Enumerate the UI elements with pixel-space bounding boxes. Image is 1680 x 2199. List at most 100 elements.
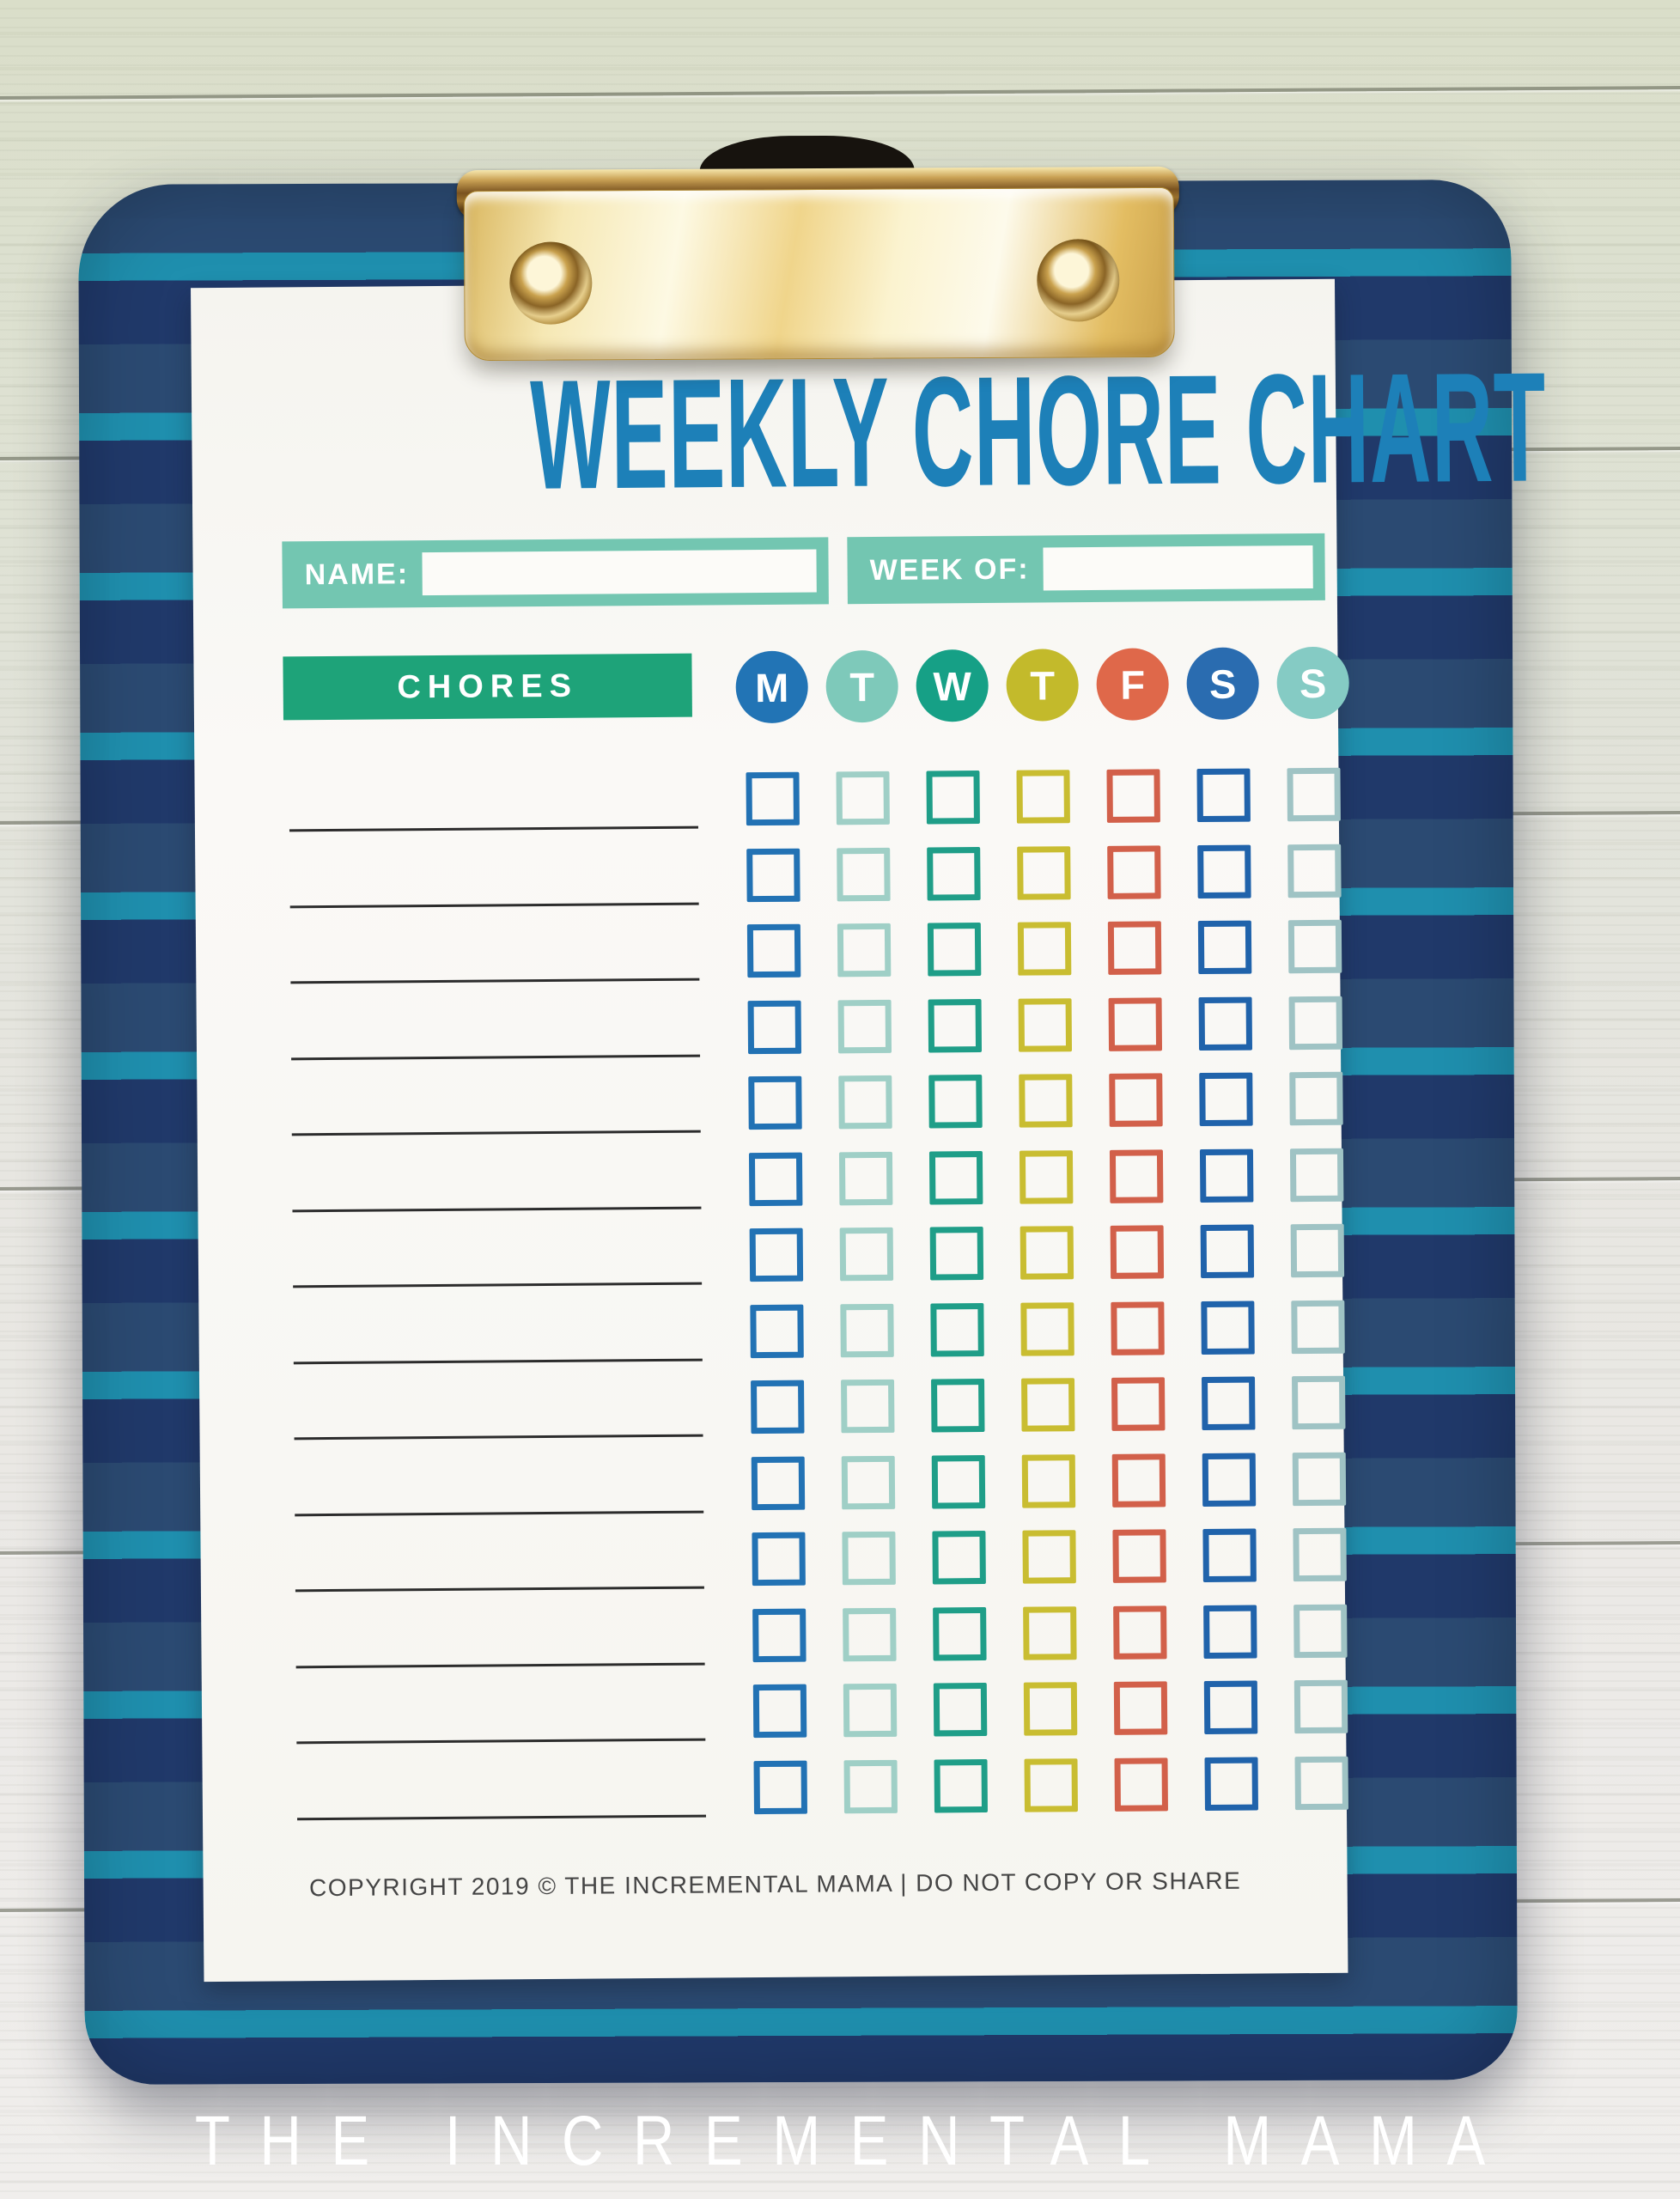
checkbox-r2-c6[interactable] <box>1197 844 1251 898</box>
checkbox-r9-c1[interactable] <box>751 1380 805 1435</box>
checkbox-r7-c7[interactable] <box>1290 1223 1345 1278</box>
checkbox-r8-c6[interactable] <box>1201 1301 1255 1355</box>
checkbox-r3-c7[interactable] <box>1287 919 1342 974</box>
checkbox-r11-c4[interactable] <box>1022 1530 1076 1584</box>
checkbox-r5-c2[interactable] <box>838 1075 892 1130</box>
checkbox-r13-c6[interactable] <box>1203 1680 1258 1735</box>
checkbox-r5-c7[interactable] <box>1289 1071 1343 1126</box>
checkbox-r4-c1[interactable] <box>747 1000 802 1054</box>
checkbox-r13-c3[interactable] <box>933 1683 988 1737</box>
checkbox-r9-c6[interactable] <box>1202 1376 1256 1431</box>
checkbox-r7-c4[interactable] <box>1020 1226 1074 1280</box>
checkbox-r3-c6[interactable] <box>1197 920 1252 975</box>
chore-line-4[interactable] <box>291 1054 701 1060</box>
checkbox-r12-c5[interactable] <box>1113 1605 1167 1660</box>
checkbox-r8-c2[interactable] <box>840 1303 894 1357</box>
checkbox-r1-c2[interactable] <box>836 771 890 825</box>
chore-line-12[interactable] <box>295 1662 705 1668</box>
checkbox-r3-c4[interactable] <box>1017 922 1072 976</box>
checkbox-r11-c1[interactable] <box>752 1532 806 1587</box>
chore-line-7[interactable] <box>293 1282 703 1288</box>
checkbox-r10-c6[interactable] <box>1202 1453 1257 1507</box>
checkbox-r6-c3[interactable] <box>928 1150 983 1205</box>
week-of-input-blank[interactable] <box>1043 545 1313 591</box>
checkbox-r1-c3[interactable] <box>926 771 980 825</box>
checkbox-r1-c7[interactable] <box>1287 767 1341 822</box>
checkbox-r4-c5[interactable] <box>1108 996 1163 1051</box>
chore-line-11[interactable] <box>295 1586 704 1593</box>
chore-line-6[interactable] <box>292 1206 702 1212</box>
checkbox-r14-c2[interactable] <box>843 1759 898 1813</box>
checkbox-r10-c1[interactable] <box>751 1456 806 1510</box>
checkbox-r12-c6[interactable] <box>1203 1605 1257 1659</box>
checkbox-r12-c7[interactable] <box>1293 1604 1348 1658</box>
checkbox-r3-c2[interactable] <box>837 923 892 978</box>
checkbox-r6-c4[interactable] <box>1019 1149 1074 1204</box>
checkbox-r14-c5[interactable] <box>1114 1757 1168 1812</box>
checkbox-r4-c7[interactable] <box>1288 996 1343 1050</box>
checkbox-r1-c4[interactable] <box>1016 770 1070 824</box>
checkbox-r2-c7[interactable] <box>1287 844 1342 898</box>
checkbox-r9-c3[interactable] <box>931 1379 985 1433</box>
checkbox-r10-c7[interactable] <box>1292 1452 1347 1506</box>
checkbox-r12-c2[interactable] <box>843 1607 897 1661</box>
checkbox-r4-c2[interactable] <box>837 999 892 1053</box>
checkbox-r11-c3[interactable] <box>932 1531 986 1585</box>
checkbox-r1-c6[interactable] <box>1196 768 1251 823</box>
chore-line-9[interactable] <box>294 1434 703 1441</box>
checkbox-r7-c5[interactable] <box>1110 1225 1165 1279</box>
checkbox-r12-c1[interactable] <box>752 1608 807 1662</box>
checkbox-r5-c4[interactable] <box>1019 1074 1073 1128</box>
checkbox-r4-c3[interactable] <box>928 998 983 1053</box>
checkbox-r10-c5[interactable] <box>1111 1453 1166 1508</box>
checkbox-r14-c7[interactable] <box>1294 1756 1348 1810</box>
checkbox-r8-c4[interactable] <box>1020 1301 1074 1356</box>
checkbox-r11-c6[interactable] <box>1202 1528 1257 1583</box>
checkbox-r10-c2[interactable] <box>841 1455 896 1509</box>
checkbox-r9-c5[interactable] <box>1111 1377 1166 1431</box>
checkbox-r9-c4[interactable] <box>1021 1378 1075 1432</box>
checkbox-r4-c6[interactable] <box>1198 996 1253 1051</box>
chore-line-14[interactable] <box>297 1814 707 1820</box>
chore-line-8[interactable] <box>293 1358 703 1364</box>
checkbox-r7-c2[interactable] <box>839 1227 894 1282</box>
checkbox-r13-c7[interactable] <box>1293 1679 1348 1734</box>
checkbox-r4-c4[interactable] <box>1018 997 1073 1052</box>
checkbox-r14-c4[interactable] <box>1024 1757 1078 1812</box>
checkbox-r14-c1[interactable] <box>753 1760 807 1814</box>
name-input-blank[interactable] <box>422 549 817 596</box>
checkbox-r7-c1[interactable] <box>749 1227 804 1282</box>
checkbox-r5-c3[interactable] <box>928 1075 983 1129</box>
checkbox-r6-c2[interactable] <box>838 1151 893 1205</box>
checkbox-r13-c1[interactable] <box>752 1684 807 1739</box>
checkbox-r14-c6[interactable] <box>1204 1757 1258 1811</box>
checkbox-r8-c3[interactable] <box>930 1302 984 1357</box>
checkbox-r6-c5[interactable] <box>1109 1148 1164 1203</box>
checkbox-r7-c3[interactable] <box>929 1227 984 1281</box>
checkbox-r8-c7[interactable] <box>1291 1300 1345 1354</box>
checkbox-r13-c2[interactable] <box>843 1683 898 1738</box>
checkbox-r1-c5[interactable] <box>1106 769 1160 823</box>
checkbox-r11-c5[interactable] <box>1112 1529 1166 1583</box>
checkbox-r6-c6[interactable] <box>1199 1148 1254 1203</box>
checkbox-r5-c5[interactable] <box>1109 1073 1163 1127</box>
checkbox-r5-c6[interactable] <box>1199 1072 1253 1127</box>
checkbox-r10-c3[interactable] <box>931 1454 986 1508</box>
checkbox-r2-c1[interactable] <box>746 848 800 902</box>
checkbox-r2-c2[interactable] <box>837 847 891 901</box>
checkbox-r3-c1[interactable] <box>746 923 801 978</box>
checkbox-r5-c1[interactable] <box>748 1075 802 1130</box>
checkbox-r12-c4[interactable] <box>1023 1605 1077 1660</box>
checkbox-r2-c3[interactable] <box>927 846 981 901</box>
checkbox-r9-c7[interactable] <box>1292 1375 1346 1430</box>
checkbox-r9-c2[interactable] <box>841 1379 895 1434</box>
checkbox-r14-c3[interactable] <box>934 1758 988 1812</box>
checkbox-r1-c1[interactable] <box>746 771 800 826</box>
checkbox-r6-c1[interactable] <box>748 1152 803 1206</box>
chore-line-1[interactable] <box>289 825 698 832</box>
checkbox-r2-c5[interactable] <box>1107 844 1161 899</box>
checkbox-r11-c7[interactable] <box>1293 1527 1347 1582</box>
checkbox-r8-c1[interactable] <box>750 1304 804 1358</box>
checkbox-r3-c5[interactable] <box>1107 921 1162 975</box>
checkbox-r13-c5[interactable] <box>1113 1681 1168 1735</box>
